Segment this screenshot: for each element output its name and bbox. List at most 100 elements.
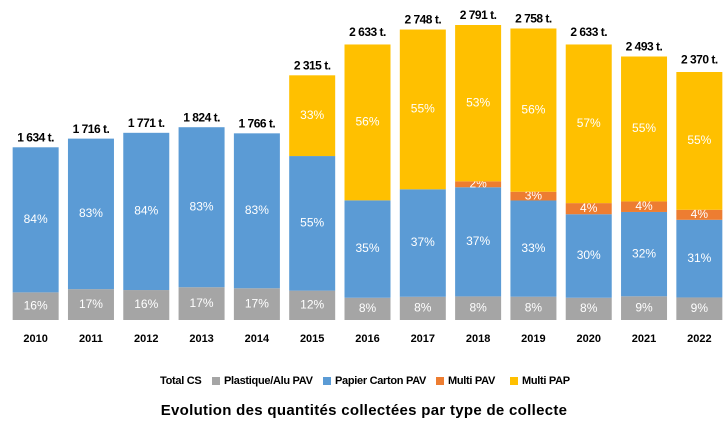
total-label: 2 633 t. [349, 25, 386, 39]
segment-label: 17% [245, 296, 269, 310]
x-tick-label: 2010 [23, 333, 47, 345]
bar-segment [233, 288, 280, 320]
bar-segment [12, 292, 59, 320]
x-tick-label: 2022 [687, 333, 711, 345]
bar-segment [12, 147, 59, 293]
legend-label: Multi PAV [448, 375, 496, 387]
x-tick-label: 2019 [521, 333, 545, 345]
bar-segment [565, 44, 612, 204]
total-label: 1 824 t. [183, 110, 220, 124]
segment-label: 8% [580, 301, 598, 315]
bar-segment [289, 290, 336, 320]
segment-label: 56% [355, 115, 379, 129]
bar-segment [455, 296, 502, 320]
bar-segment [565, 297, 612, 320]
segment-label: 9% [691, 301, 709, 315]
segment-label: 37% [411, 235, 435, 249]
x-tick-label: 2021 [632, 333, 656, 345]
total-label: 2 791 t. [460, 8, 497, 22]
total-label: 1 771 t. [128, 116, 165, 130]
segment-label: 84% [134, 204, 158, 218]
bar-segment [510, 191, 557, 201]
segment-label: 83% [79, 206, 103, 220]
bar-segment [621, 211, 668, 297]
bar-segment [455, 187, 502, 297]
x-tick-label: 2018 [466, 333, 490, 345]
x-tick-label: 2014 [245, 333, 270, 345]
total-label: 2 315 t. [294, 58, 331, 72]
bar-segment [621, 296, 668, 320]
x-tick-label: 2016 [355, 333, 379, 345]
segment-label: 9% [635, 300, 653, 314]
segment-label: 37% [466, 234, 490, 248]
segment-label: 4% [635, 199, 653, 213]
bar-segment [565, 214, 612, 298]
bar-segment [123, 290, 170, 320]
bar-segment [621, 56, 668, 202]
segment-label: 8% [414, 301, 432, 315]
legend-swatch [436, 377, 444, 385]
bar-segment [67, 138, 114, 290]
legend-label: Papier Carton PAV [335, 375, 427, 387]
segment-label: 32% [632, 246, 656, 260]
total-label: 1 766 t. [239, 117, 276, 131]
bar-segment [289, 75, 336, 157]
bar-segment [399, 296, 446, 320]
segment-label: 55% [632, 121, 656, 135]
bar-segment [676, 297, 723, 320]
legend-swatch [323, 377, 331, 385]
bar-segment [510, 296, 557, 320]
bar-segment [676, 209, 723, 220]
total-label: 2 633 t. [570, 25, 607, 39]
segment-label: 31% [687, 251, 711, 265]
bar-segment [565, 203, 612, 215]
segment-label: 8% [359, 301, 377, 315]
bar-segment [455, 25, 502, 182]
legend-swatch [212, 377, 220, 385]
legend-label: Multi PAP [522, 375, 570, 387]
segment-label: 3% [525, 188, 543, 202]
segment-label: 53% [466, 95, 490, 109]
segment-label: 55% [411, 102, 435, 116]
bar-segment [676, 72, 723, 210]
segment-label: 57% [577, 116, 601, 130]
segment-label: 83% [245, 203, 269, 217]
total-label: 2 758 t. [515, 12, 552, 26]
legend-label: Total CS [160, 375, 201, 387]
segment-label: 33% [300, 108, 324, 122]
segment-label: 16% [24, 298, 48, 312]
segment-label: 17% [79, 297, 103, 311]
bar-segment [621, 201, 668, 212]
bar-segment [123, 132, 170, 291]
total-label: 1 716 t. [73, 122, 110, 136]
x-tick-label: 2011 [79, 333, 103, 345]
segment-label: 12% [300, 297, 324, 311]
bar-segment [399, 189, 446, 297]
segment-label: 4% [691, 207, 709, 221]
bar-segment [510, 28, 557, 192]
legend-swatch [510, 377, 518, 385]
bar-segment [676, 219, 723, 298]
x-tick-label: 2020 [576, 333, 600, 345]
bar-segment [344, 200, 391, 298]
bar-segment [510, 200, 557, 297]
total-label: 1 634 t. [17, 130, 54, 144]
segment-label: 16% [134, 297, 158, 311]
segment-label: 33% [521, 241, 545, 255]
bar-segment [233, 133, 280, 289]
bar-segment [399, 29, 446, 190]
total-label: 2 370 t. [681, 53, 718, 67]
segment-label: 8% [469, 300, 487, 314]
segment-label: 55% [687, 133, 711, 147]
x-tick-label: 2013 [189, 333, 213, 345]
segment-label: 84% [24, 212, 48, 226]
segment-label: 55% [300, 216, 324, 230]
segment-label: 56% [521, 102, 545, 116]
segment-label: 35% [355, 241, 379, 255]
bar-segment [178, 127, 225, 288]
bar-segment [289, 156, 336, 291]
bar-segment [344, 44, 391, 201]
bar-segment [67, 289, 114, 320]
segment-label: 30% [577, 248, 601, 262]
